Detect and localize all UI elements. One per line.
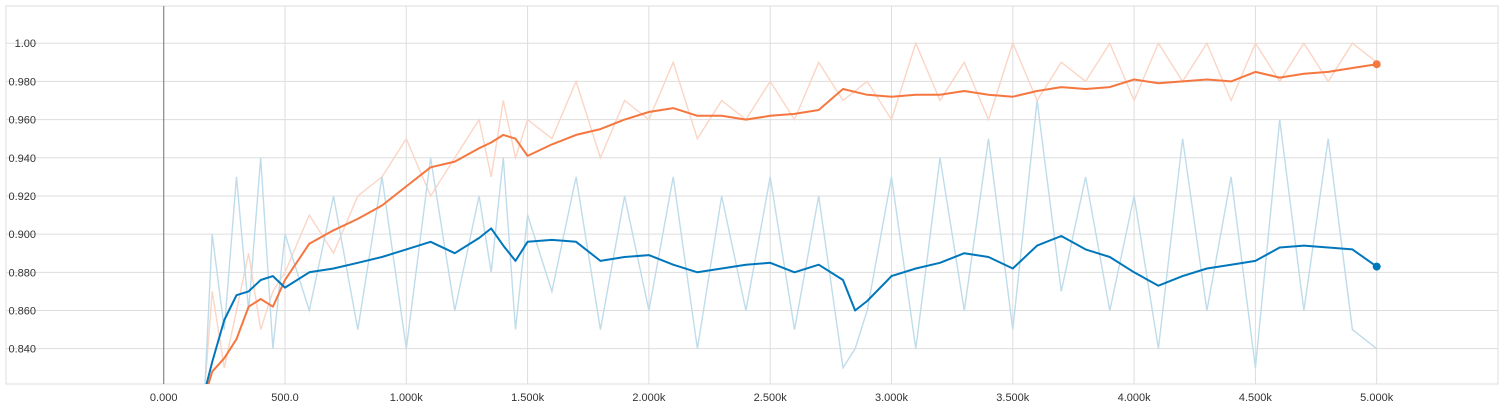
y-tick-label: 0.960 [8, 115, 36, 127]
x-tick-label: 4.500k [1239, 392, 1273, 404]
y-tick-label: 1.00 [15, 38, 36, 50]
x-tick-label: 2.000k [632, 392, 666, 404]
series-1-raw-line [204, 100, 1378, 384]
x-tick-label: 500.0 [271, 392, 299, 404]
series-1-end-point[interactable] [1372, 262, 1381, 271]
smoothed-series-layer [205, 60, 1381, 384]
y-tick-label: 0.920 [8, 191, 36, 203]
y-tick-label: 0.900 [8, 229, 36, 241]
x-tick-label: 5.000k [1360, 392, 1394, 404]
raw-series-layer [204, 41, 1378, 384]
tick-labels: 0.840 0.860 0.880 0.900 0.920 0.940 0.960 0.980… [8, 38, 1393, 404]
x-tick-label: 1.000k [390, 392, 424, 404]
plot-frame [5, 5, 1499, 385]
y-tick-label: 0.880 [8, 267, 36, 279]
series-1-smoothed-line [205, 227, 1378, 384]
series-0-end-point[interactable] [1372, 60, 1381, 69]
x-tick-label: 1.500k [511, 392, 545, 404]
gridlines [5, 5, 1499, 385]
x-tick-label: 3.500k [996, 392, 1030, 404]
y-tick-label: 0.980 [8, 76, 36, 88]
x-tick-label: 2.500k [754, 392, 788, 404]
y-tick-label: 0.840 [8, 344, 36, 356]
series-0-raw-line [204, 41, 1378, 384]
series-0-smoothed-line [207, 63, 1377, 384]
x-tick-label: 0.000 [150, 392, 178, 404]
y-tick-label: 0.860 [8, 306, 36, 318]
y-tick-label: 0.940 [8, 153, 36, 165]
x-tick-label: 3.000k [875, 392, 909, 404]
x-tick-label: 4.000k [1118, 392, 1152, 404]
